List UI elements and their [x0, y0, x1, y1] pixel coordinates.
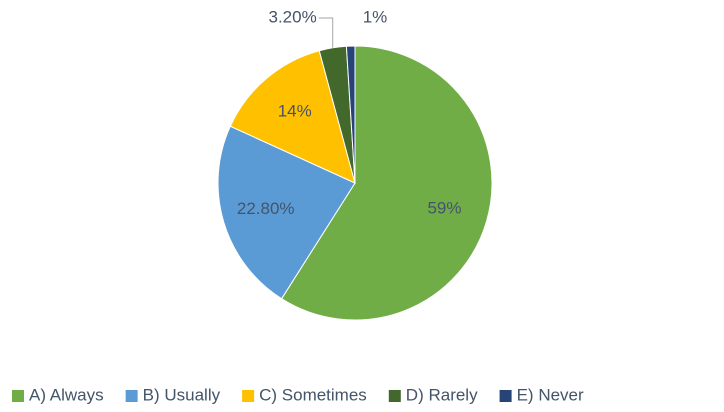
leader-line	[318, 17, 334, 48]
data-label: 59%	[427, 198, 461, 217]
legend-label: B) Usually	[143, 385, 221, 404]
legend-swatch	[388, 390, 401, 402]
legend-swatch	[125, 390, 138, 402]
legend-label: A) Always	[29, 385, 104, 404]
legend-label: C) Sometimes	[259, 385, 367, 404]
legend-swatch	[12, 390, 24, 402]
pie-slice	[217, 125, 356, 300]
pie-slice	[345, 45, 356, 184]
data-label: 14%	[278, 101, 312, 120]
legend-label: D) Rarely	[406, 385, 478, 404]
legend-label: E) Never	[517, 385, 584, 404]
data-label: 22.80%	[237, 199, 295, 218]
pie-slice	[280, 45, 493, 321]
pie-slice	[229, 50, 356, 184]
legend-swatch	[499, 390, 512, 402]
legend-swatch	[242, 390, 255, 402]
data-label: 1%	[363, 7, 388, 26]
data-label: 3.20%	[269, 7, 317, 26]
